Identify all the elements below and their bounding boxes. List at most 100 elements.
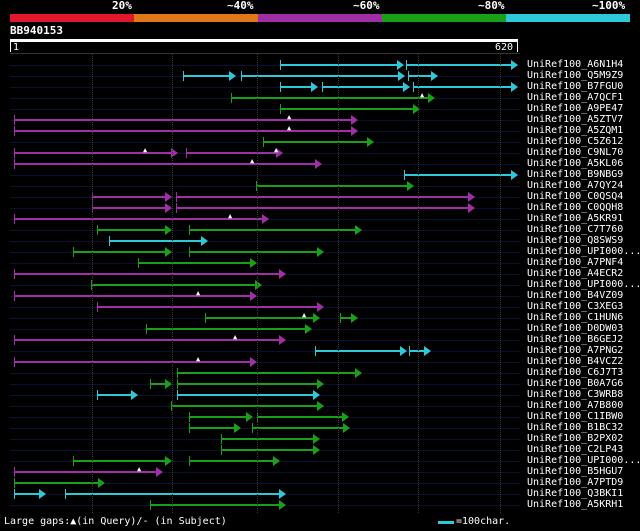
hit-label[interactable]: UniRef100_B0A7G6 xyxy=(527,378,624,389)
alignment-segment[interactable] xyxy=(189,427,235,429)
hit-label[interactable]: UniRef100_C0QQH8 xyxy=(527,202,624,213)
alignment-segment[interactable] xyxy=(177,394,314,396)
alignment-segment[interactable] xyxy=(73,251,166,253)
alignment-segment[interactable] xyxy=(406,64,512,66)
alignment-segment[interactable] xyxy=(14,163,316,165)
alignment-segment[interactable] xyxy=(176,196,469,198)
alignment-segment[interactable] xyxy=(146,328,306,330)
alignment-segment[interactable] xyxy=(176,207,469,209)
alignment-segment[interactable] xyxy=(14,482,99,484)
hit-label[interactable]: UniRef100_UPI000... xyxy=(527,246,640,257)
alignment-segment[interactable] xyxy=(14,295,251,297)
hit-label[interactable]: UniRef100_C6J7T3 xyxy=(527,367,624,378)
alignment-segment[interactable] xyxy=(183,75,230,77)
hit-label[interactable]: UniRef100_A6N1H4 xyxy=(527,59,624,70)
alignment-segment[interactable] xyxy=(150,504,280,506)
alignment-segment[interactable] xyxy=(340,317,352,319)
alignment-segment[interactable] xyxy=(322,86,404,88)
alignment-segment[interactable] xyxy=(257,416,343,418)
hit-label[interactable]: UniRef100_C2LP43 xyxy=(527,444,624,455)
alignment-segment[interactable] xyxy=(280,64,398,66)
alignment-segment[interactable] xyxy=(177,372,356,374)
hit-label[interactable]: UniRef100_C7T760 xyxy=(527,224,624,235)
alignment-segment[interactable] xyxy=(138,262,251,264)
alignment-segment[interactable] xyxy=(109,240,202,242)
alignment-segment[interactable] xyxy=(263,141,368,143)
hit-label[interactable]: UniRef100_C5Z612 xyxy=(527,136,624,147)
alignment-segment[interactable] xyxy=(14,493,40,495)
hit-label[interactable]: UniRef100_C0QSQ4 xyxy=(527,191,624,202)
alignment-segment[interactable] xyxy=(231,97,429,99)
alignment-segment[interactable] xyxy=(97,394,132,396)
hit-label[interactable]: UniRef100_C3XEG3 xyxy=(527,301,624,312)
hit-label[interactable]: UniRef100_A7QY24 xyxy=(527,180,624,191)
alignment-segment[interactable] xyxy=(280,108,414,110)
hit-label[interactable]: UniRef100_A5KL06 xyxy=(527,158,624,169)
alignment-segment[interactable] xyxy=(92,196,166,198)
alignment-segment[interactable] xyxy=(177,383,318,385)
alignment-segment[interactable] xyxy=(252,427,344,429)
hit-label[interactable]: UniRef100_A7PNG2 xyxy=(527,345,624,356)
alignment-segment[interactable] xyxy=(14,471,157,473)
hit-label[interactable]: UniRef100_C3WRB8 xyxy=(527,389,624,400)
alignment-segment[interactable] xyxy=(221,438,314,440)
alignment-segment[interactable] xyxy=(97,306,318,308)
alignment-segment[interactable] xyxy=(14,218,263,220)
hit-label[interactable]: UniRef100_B4VZ09 xyxy=(527,290,624,301)
hit-label[interactable]: UniRef100_C9NL70 xyxy=(527,147,624,158)
hit-label[interactable]: UniRef100_B5HGU7 xyxy=(527,466,624,477)
hit-label[interactable]: UniRef100_Q3BKI1 xyxy=(527,488,624,499)
hit-label[interactable]: UniRef100_UPI000... xyxy=(527,279,640,290)
alignment-segment[interactable] xyxy=(14,130,352,132)
hit-label[interactable]: UniRef100_B1BC32 xyxy=(527,422,624,433)
alignment-segment[interactable] xyxy=(221,449,314,451)
alignment-segment[interactable] xyxy=(189,416,247,418)
hit-label[interactable]: UniRef100_A5ZTV7 xyxy=(527,114,624,125)
alignment-segment[interactable] xyxy=(186,152,277,154)
hit-label[interactable]: UniRef100_B6GEJ2 xyxy=(527,334,624,345)
hit-label[interactable]: UniRef100_UPI000... xyxy=(527,455,640,466)
alignment-segment[interactable] xyxy=(404,174,512,176)
hit-label[interactable]: UniRef100_A5KRH1 xyxy=(527,499,624,510)
alignment-segment[interactable] xyxy=(189,229,356,231)
alignment-segment[interactable] xyxy=(189,460,274,462)
hit-label[interactable]: UniRef100_A7PNF4 xyxy=(527,257,624,268)
hit-label[interactable]: UniRef100_B7FGU0 xyxy=(527,81,624,92)
alignment-segment[interactable] xyxy=(14,339,280,341)
alignment-segment[interactable] xyxy=(256,185,408,187)
hit-label[interactable]: UniRef100_A7QCF1 xyxy=(527,92,624,103)
hit-label[interactable]: UniRef100_A9PE47 xyxy=(527,103,624,114)
alignment-segment[interactable] xyxy=(91,284,256,286)
segment-arrowhead xyxy=(279,489,286,499)
alignment-segment[interactable] xyxy=(315,350,401,352)
alignment-segment[interactable] xyxy=(14,273,280,275)
alignment-segment[interactable] xyxy=(92,207,166,209)
hit-label[interactable]: UniRef100_Q8SWS9 xyxy=(527,235,624,246)
alignment-segment[interactable] xyxy=(14,119,352,121)
hit-label[interactable]: UniRef100_A5ZQM1 xyxy=(527,125,624,136)
alignment-segment[interactable] xyxy=(150,383,166,385)
hit-label[interactable]: UniRef100_A7PTD9 xyxy=(527,477,624,488)
alignment-segment[interactable] xyxy=(205,317,314,319)
hit-label[interactable]: UniRef100_C1HUN6 xyxy=(527,312,624,323)
hit-label[interactable]: UniRef100_B9NBG9 xyxy=(527,169,624,180)
hit-label[interactable]: UniRef100_C1IBW0 xyxy=(527,411,624,422)
hit-label[interactable]: UniRef100_Q5M9Z9 xyxy=(527,70,624,81)
alignment-segment[interactable] xyxy=(14,361,251,363)
alignment-segment[interactable] xyxy=(409,350,425,352)
hit-label[interactable]: UniRef100_B4VCZ2 xyxy=(527,356,624,367)
hit-label[interactable]: UniRef100_A4ECR2 xyxy=(527,268,624,279)
hit-label[interactable]: UniRef100_B2PX02 xyxy=(527,433,624,444)
hit-label[interactable]: UniRef100_D0DW03 xyxy=(527,323,624,334)
alignment-segment[interactable] xyxy=(171,405,318,407)
alignment-segment[interactable] xyxy=(97,229,166,231)
alignment-segment[interactable] xyxy=(73,460,166,462)
alignment-segment[interactable] xyxy=(14,152,172,154)
hit-label[interactable]: UniRef100_A7B800 xyxy=(527,400,624,411)
alignment-segment[interactable] xyxy=(413,86,512,88)
alignment-segment[interactable] xyxy=(241,75,399,77)
alignment-segment[interactable] xyxy=(408,75,432,77)
hit-label[interactable]: UniRef100_A5KR91 xyxy=(527,213,624,224)
alignment-segment[interactable] xyxy=(280,86,312,88)
alignment-segment[interactable] xyxy=(189,251,318,253)
